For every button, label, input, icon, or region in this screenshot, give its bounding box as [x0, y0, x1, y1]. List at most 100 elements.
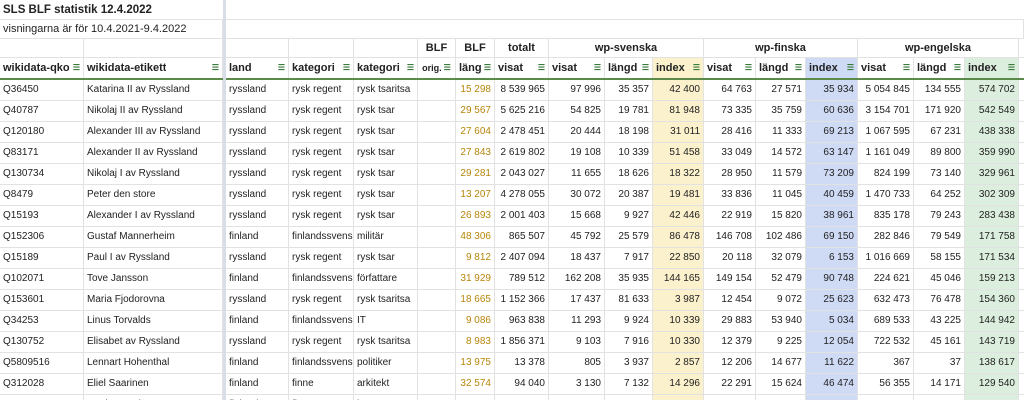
group-header-wp-svenska[interactable]: wp-svenska — [549, 39, 704, 58]
cell-wikidata-qko[interactable]: Q2248168 — [0, 395, 84, 400]
cell-blf-langd[interactable]: 12 015 — [456, 395, 495, 400]
cell-sv-index[interactable]: 86 478 — [653, 227, 704, 247]
cell-sv-index[interactable]: 18 322 — [653, 164, 704, 184]
cell-kategori-2[interactable]: arkitekt — [354, 374, 418, 394]
cell-wikidata-etikett[interactable]: Gustaf Mannerheim — [84, 227, 223, 247]
cell-en-langd[interactable]: 89 800 — [914, 143, 965, 163]
cell-land[interactable]: finland — [226, 227, 289, 247]
cell-kategori-1[interactable]: rysk regent — [289, 332, 354, 352]
cell-land[interactable]: finland — [226, 395, 289, 400]
cell-wikidata-qko[interactable]: Q152306 — [0, 227, 84, 247]
cell-fi-langd[interactable]: 11 333 — [756, 122, 806, 142]
cell-kategori-1[interactable]: finlandssvensk — [289, 227, 354, 247]
column-header-fi-index[interactable]: index ☰ — [806, 58, 858, 78]
cell-en-index[interactable]: 171 758 — [965, 227, 1019, 247]
column-header-wikidata-qko[interactable]: wikidata-qko ☰ — [0, 58, 84, 78]
cell-kategori-2[interactable]: rysk tsar — [354, 185, 418, 205]
cell-wikidata-etikett[interactable]: Elisabet av Ryssland — [84, 332, 223, 352]
cell-sv-langd[interactable]: 7 132 — [605, 374, 653, 394]
column-header-sv-visat[interactable]: visat ☰ — [549, 58, 605, 78]
cell-fi-langd[interactable]: 35 759 — [756, 101, 806, 121]
cell-fi-visat[interactable]: 12 454 — [704, 290, 756, 310]
cell-land[interactable]: ryssland — [226, 290, 289, 310]
cell-sv-langd[interactable]: 1 112 — [605, 395, 653, 400]
cell-totalt-visat[interactable]: 2 478 451 — [495, 122, 549, 142]
cell-en-langd[interactable]: 64 252 — [914, 185, 965, 205]
cell-kategori-1[interactable]: rysk regent — [289, 248, 354, 268]
cell-en-langd[interactable]: 11 514 — [914, 395, 965, 400]
filter-icon[interactable]: ☰ — [211, 63, 219, 72]
cell-wikidata-qko[interactable]: Q40787 — [0, 101, 84, 121]
cell-fi-index[interactable]: 63 147 — [806, 143, 858, 163]
cell-en-index[interactable]: 302 309 — [965, 185, 1019, 205]
cell-wikidata-qko[interactable]: Q130734 — [0, 164, 84, 184]
filter-icon[interactable]: ☰ — [692, 63, 700, 72]
cell-wikidata-etikett[interactable]: Nikolaj I av Ryssland — [84, 164, 223, 184]
cell-blf-langd[interactable]: 13 975 — [456, 353, 495, 373]
cell-sv-visat[interactable]: 162 208 — [549, 269, 605, 289]
cell-land[interactable]: finland — [226, 311, 289, 331]
sheet-subtitle[interactable]: visningarna är för 10.4.2021-9.4.2022 — [0, 20, 223, 39]
cell-en-index[interactable]: 283 438 — [965, 206, 1019, 226]
cell-sv-visat[interactable]: 97 996 — [549, 80, 605, 100]
filter-icon[interactable]: ☰ — [902, 63, 910, 72]
filter-icon[interactable]: ☰ — [593, 63, 601, 72]
cell-totalt-visat[interactable]: 963 838 — [495, 311, 549, 331]
cell-sv-langd[interactable]: 7 916 — [605, 332, 653, 352]
cell-sv-visat[interactable]: 17 437 — [549, 290, 605, 310]
cell-wikidata-etikett[interactable]: Alexander III av Ryssland — [84, 122, 223, 142]
cell-en-visat[interactable]: 367 — [858, 353, 914, 373]
cell-land[interactable]: ryssland — [226, 143, 289, 163]
cell-fi-index[interactable]: 69 150 — [806, 227, 858, 247]
cell-wikidata-qko[interactable]: Q8479 — [0, 185, 84, 205]
cell-kategori-2[interactable]: författare — [354, 269, 418, 289]
filter-icon[interactable]: ☰ — [794, 63, 802, 72]
cell-sv-langd[interactable]: 20 387 — [605, 185, 653, 205]
filter-icon[interactable]: ☰ — [641, 63, 649, 72]
cell-sv-langd[interactable]: 35 935 — [605, 269, 653, 289]
filter-icon[interactable]: ☰ — [443, 63, 451, 72]
cell-kategori-2[interactable]: rysk tsar — [354, 143, 418, 163]
cell-wikidata-etikett[interactable]: Paul I av Ryssland — [84, 248, 223, 268]
cell-fi-visat[interactable]: 29 883 — [704, 311, 756, 331]
sheet-title[interactable]: SLS BLF statistik 12.4.2022 — [3, 4, 152, 16]
column-header-totalt-visat[interactable]: visat ☰ — [495, 58, 549, 78]
group-header-blf-langd[interactable]: BLF — [456, 39, 495, 58]
cell-kategori-1[interactable]: finlandssvensk — [289, 269, 354, 289]
cell-wikidata-etikett[interactable]: Eliel Saarinen — [84, 374, 223, 394]
cell-totalt-visat[interactable]: 5 625 216 — [495, 101, 549, 121]
cell-sv-visat[interactable]: 11 655 — [549, 164, 605, 184]
cell-blf-orig[interactable] — [418, 374, 456, 394]
cell-blf-langd[interactable]: 27 843 — [456, 143, 495, 163]
cell-wikidata-etikett[interactable]: Peter den store — [84, 185, 223, 205]
cell-totalt-visat[interactable]: 1 856 371 — [495, 332, 549, 352]
cell-kategori-1[interactable]: rysk regent — [289, 143, 354, 163]
cell-en-visat[interactable]: 835 178 — [858, 206, 914, 226]
cell-en-langd[interactable]: 45 046 — [914, 269, 965, 289]
cell-totalt-visat[interactable]: 2 407 094 — [495, 248, 549, 268]
cell-kategori-2[interactable]: militär — [354, 227, 418, 247]
cell-blf-orig[interactable] — [418, 122, 456, 142]
cell-en-index[interactable]: 359 990 — [965, 143, 1019, 163]
cell-blf-orig[interactable] — [418, 248, 456, 268]
cell-totalt-visat[interactable]: 13 378 — [495, 353, 549, 373]
cell-blf-langd[interactable]: 27 604 — [456, 122, 495, 142]
cell-totalt-visat[interactable]: 173 967 — [495, 395, 549, 400]
column-header-sv-index[interactable]: index ☰ — [653, 58, 704, 78]
cell-kategori-1[interactable]: rysk regent — [289, 290, 354, 310]
cell-wikidata-qko[interactable]: Q15193 — [0, 206, 84, 226]
group-header-wp-finska[interactable]: wp-finska — [704, 39, 858, 58]
cell-wikidata-qko[interactable]: Q36450 — [0, 80, 84, 100]
cell-fi-visat[interactable]: 37 422 — [704, 395, 756, 400]
cell-fi-visat[interactable]: 146 708 — [704, 227, 756, 247]
cell-sv-visat[interactable]: 54 825 — [549, 101, 605, 121]
cell-sv-langd[interactable]: 3 937 — [605, 353, 653, 373]
cell-en-visat[interactable]: 56 355 — [858, 374, 914, 394]
cell-en-visat[interactable]: 824 199 — [858, 164, 914, 184]
cell-en-langd[interactable]: 14 171 — [914, 374, 965, 394]
cell-blf-orig[interactable] — [418, 332, 456, 352]
cell-sv-langd[interactable]: 9 927 — [605, 206, 653, 226]
cell-en-index[interactable]: 144 942 — [965, 311, 1019, 331]
cell-fi-index[interactable]: 38 961 — [806, 206, 858, 226]
cell-fi-visat[interactable]: 20 118 — [704, 248, 756, 268]
